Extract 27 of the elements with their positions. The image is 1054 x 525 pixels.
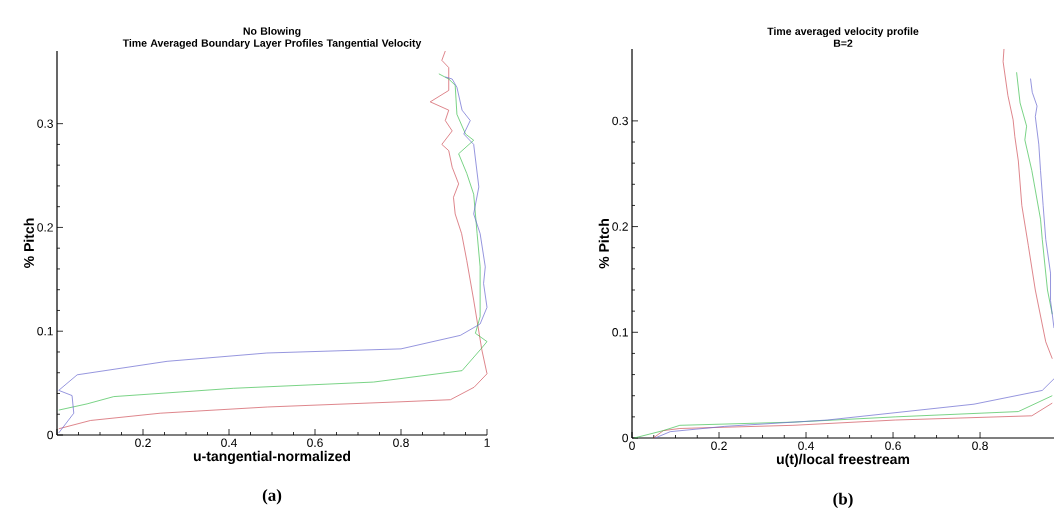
x-tick-label: 0 <box>629 441 635 451</box>
chart-title: Time averaged velocity profile <box>767 27 919 38</box>
x-tick-label: 0.2 <box>711 441 727 451</box>
x-tick-label: 0.6 <box>307 438 323 448</box>
chart-subtitle: B=2 <box>833 39 853 47</box>
x-tick-label: 0.8 <box>393 438 409 448</box>
y-axis-title: % Pitch <box>23 218 34 268</box>
x-tick-label: 0.4 <box>798 441 815 451</box>
y-tick-label: 0.2 <box>37 223 53 232</box>
x-tick-label: 0.2 <box>135 438 151 448</box>
x-axis-title: u-tangential-normalized <box>193 450 351 464</box>
x-tick-label: 0.6 <box>885 441 901 451</box>
x-tick-label: 0.4 <box>221 438 237 448</box>
y-tick-label: 0.2 <box>612 222 628 231</box>
y-tick-label: 0.1 <box>612 328 628 337</box>
x-axis-title: u(t)/local freestream <box>776 453 910 467</box>
text: (b) <box>833 492 853 509</box>
x-tick-label: 1 <box>484 438 490 447</box>
y-tick-label: 0.1 <box>37 326 53 336</box>
y-tick-label: 0.3 <box>612 116 628 126</box>
chart-subtitle: Time Averaged Boundary Layer Profiles Tangential Velocity <box>122 39 422 49</box>
y-tick-label: 0 <box>47 430 54 440</box>
x-tick-label: 0.8 <box>972 441 988 451</box>
y-axis-title: % Pitch <box>598 219 609 269</box>
chart-title: No Blowing <box>243 27 301 37</box>
text: (a) <box>262 488 282 505</box>
y-tick-label: 0.3 <box>37 119 53 128</box>
